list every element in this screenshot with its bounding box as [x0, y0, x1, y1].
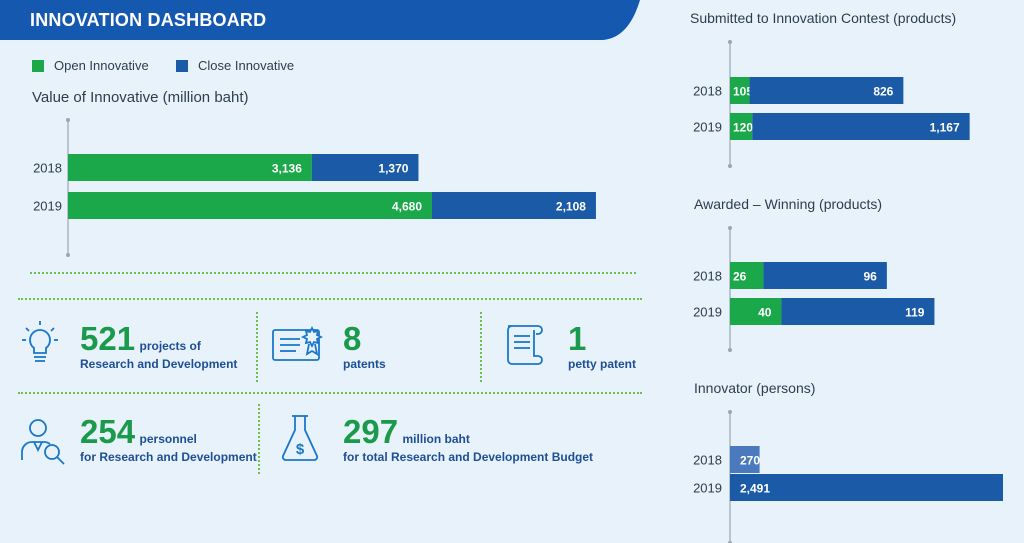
bar-open-innovative-2018 [68, 154, 312, 181]
divider-stats-top [18, 298, 642, 300]
stat-petty: 1 [568, 322, 586, 355]
researcher-search-icon [18, 416, 68, 471]
data-label-2018-0: 26 [733, 270, 747, 284]
data-label-2018-0: 270 [740, 454, 760, 468]
data-label-2018-0: 105 [733, 85, 753, 99]
bar-close-innovative-2018 [311, 154, 419, 181]
chart-title-submitted: Submitted to Innovation Contest (product… [690, 10, 957, 26]
data-label-2018-1: 96 [863, 270, 877, 284]
category-label-2018: 2018 [33, 161, 62, 176]
chart-title-awarded: Awarded – Winning (products) [694, 196, 883, 212]
stat-projects: 521 projects of [80, 322, 201, 355]
bar-close-innovative-2019 [432, 192, 596, 219]
bar-open-innovative-2019 [68, 192, 432, 219]
svg-text:$: $ [296, 441, 305, 458]
bar-close-innovative-2018 [749, 77, 904, 104]
innovator-persons-chart: 2018 270 2019 2,491 [693, 410, 1003, 543]
stat-budget-sub: for total Research and Development Budge… [343, 450, 594, 464]
stat-projects-number: 521 [80, 320, 136, 357]
bar-open-innovative-2019 [730, 298, 782, 325]
stat-budget-label: million baht [402, 432, 470, 446]
stat-petty-number: 1 [568, 320, 587, 357]
category-label-2018: 2018 [693, 453, 722, 468]
stat-projects-sub: Research and Development [80, 357, 238, 371]
legend-item-open: Open Innovative [32, 58, 149, 73]
stat-patents: 8 [343, 322, 361, 355]
stat-personnel-label: personnel [139, 432, 197, 446]
axis-end-bottom [728, 348, 732, 352]
value-of-innovative-chart: 2018 3,136 1,370 2019 4,680 2,108 [33, 118, 596, 257]
divider-stats-middle [18, 392, 642, 394]
data-label-2018-0: 3,136 [272, 162, 302, 176]
data-label-2019-1: 119 [905, 306, 925, 320]
stat-projects-label: projects of [139, 339, 201, 353]
category-label-2019: 2019 [33, 199, 62, 214]
bar-innovator-2018 [730, 446, 760, 473]
data-label-2019-1: 1,167 [930, 121, 960, 135]
divider-vertical-3 [258, 404, 260, 474]
bar-open-innovative-2018 [730, 77, 750, 104]
data-label-2018-1: 826 [873, 85, 893, 99]
certificate-icon [272, 324, 328, 371]
stat-personnel: 254 personnel [80, 415, 197, 448]
legend-swatch-close [176, 59, 188, 72]
bar-open-innovative-2019 [730, 113, 753, 140]
category-label-2019: 2019 [693, 120, 722, 135]
scroll-document-icon [500, 322, 546, 373]
data-label-2019-0: 40 [758, 306, 772, 320]
axis-end-top [728, 226, 732, 230]
stat-budget-number: 297 [343, 413, 399, 450]
bar-open-innovative-2018 [730, 262, 764, 289]
divider-top [30, 272, 636, 274]
stat-budget: 297 million baht [343, 415, 470, 448]
axis-end-top [728, 410, 732, 414]
axis-end-top [728, 40, 732, 44]
category-label-2019: 2019 [693, 481, 722, 496]
lightbulb-icon [20, 320, 60, 375]
category-label-2018: 2018 [693, 269, 722, 284]
data-label-2018-1: 1,370 [378, 162, 408, 176]
bar-close-innovative-2019 [781, 298, 935, 325]
category-label-2019: 2019 [693, 305, 722, 320]
legend-label-close: Close Innovative [198, 58, 295, 73]
stat-petty-sub: petty patent [568, 357, 637, 371]
bar-close-innovative-2018 [763, 262, 887, 289]
data-label-2019-0: 120 [733, 121, 753, 135]
divider-vertical-2 [480, 312, 482, 382]
legend-item-close: Close Innovative [176, 58, 294, 73]
stat-patents-number: 8 [343, 320, 362, 357]
axis-end-bottom [66, 253, 70, 257]
category-label-2018: 2018 [693, 84, 722, 99]
data-label-2019-0: 2,491 [740, 482, 770, 496]
dashboard-title: INNOVATION DASHBOARD [30, 10, 267, 30]
stat-patents-sub: patents [343, 357, 386, 371]
data-label-2019-1: 2,108 [556, 200, 586, 214]
stat-personnel-sub: for Research and Development [80, 450, 257, 464]
bar-innovator-2019 [730, 474, 1003, 501]
stat-personnel-number: 254 [80, 413, 136, 450]
legend-swatch-open [32, 59, 44, 72]
legend-label-open: Open Innovative [54, 58, 149, 73]
submitted-contest-chart: 2018 105 826 2019 120 1,167 [693, 40, 970, 168]
awarded-winning-chart: 2018 26 96 2019 40 119 [693, 226, 935, 352]
header-banner-shape [0, 0, 640, 40]
data-label-2019-0: 4,680 [392, 200, 422, 214]
chart-title-innovator: Innovator (persons) [694, 380, 816, 396]
axis-end-top [66, 118, 70, 122]
divider-vertical-1 [256, 312, 258, 382]
axis-end-bottom [728, 164, 732, 168]
dashboard-header: INNOVATION DASHBOARD [0, 0, 640, 40]
flask-dollar-icon: $ [280, 414, 320, 467]
chart-title-value: Value of Innovative (million baht) [32, 89, 249, 106]
bar-close-innovative-2019 [752, 113, 970, 140]
